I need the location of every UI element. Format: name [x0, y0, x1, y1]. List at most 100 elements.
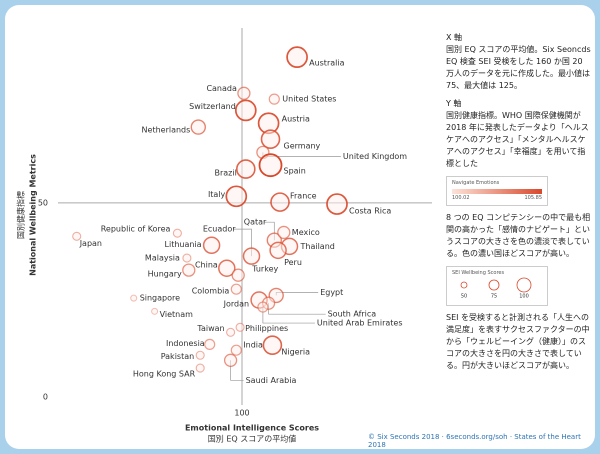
bubble — [130, 294, 138, 302]
heading: Y 軸 — [446, 99, 462, 108]
legend-title: Navigate Emotions — [452, 180, 500, 186]
country-label: Austria — [282, 115, 310, 124]
bubble — [235, 322, 245, 332]
bubble — [226, 327, 236, 337]
bubble — [269, 241, 287, 260]
country-label: Indonesia — [166, 339, 205, 348]
country-label: Malaysia — [145, 254, 180, 263]
legend-label: 100 — [519, 294, 529, 300]
country-label: Philippines — [245, 324, 288, 333]
bubble — [268, 93, 280, 105]
bubble — [202, 236, 221, 255]
bubble — [257, 301, 269, 313]
bubble — [195, 350, 205, 360]
country-label: Lithuania — [165, 240, 202, 249]
bubble — [195, 363, 205, 373]
bubble — [262, 335, 283, 355]
country-label: Costa Rica — [349, 207, 391, 216]
legend-label: 100.02 — [452, 195, 470, 201]
country-label: Saudi Arabia — [246, 376, 297, 385]
heading: X 軸 — [446, 33, 463, 42]
legend-circle — [460, 281, 468, 289]
country-label: France — [290, 192, 317, 201]
leader-line — [230, 360, 244, 381]
country-label: Brazil — [214, 169, 236, 178]
country-label: Switzerland — [189, 102, 236, 111]
size-legend: SEI Wellbeing Scores 50 75 100 — [446, 266, 548, 306]
country-label: Japan — [79, 239, 102, 248]
y-tick-label: 50 — [38, 198, 48, 207]
bubble — [270, 192, 290, 212]
paragraph: 8 つの EQ コンピテンシーの中で最も相関の高かった「感情のナビゲート」という… — [446, 213, 591, 258]
country-label: Thailand — [300, 242, 335, 251]
bubble — [151, 307, 159, 315]
country-label: Jordan — [223, 300, 249, 309]
bubble — [242, 247, 261, 265]
country-label: Pakistan — [161, 352, 195, 361]
country-label: South Africa — [328, 310, 377, 319]
paragraph: 国別健康指標。WHO 国際保健機関が 2018 年に発表したデータより「ヘルスケ… — [446, 111, 589, 168]
legend-title: SEI Wellbeing Scores — [452, 270, 505, 276]
x-tick-label: 100 — [234, 409, 249, 418]
credit: © Six Seconds 2018 · 6seconds.org/soh · … — [368, 433, 581, 449]
bubble — [182, 263, 196, 277]
country-label: Italy — [208, 190, 226, 199]
country-label: India — [243, 341, 263, 350]
country-label: Germany — [284, 142, 321, 151]
bubble — [237, 86, 251, 100]
y-label-ja: 国別健康指標 — [16, 191, 26, 239]
country-label: Nigeria — [281, 348, 310, 357]
bubble — [234, 99, 257, 122]
bubble — [182, 253, 192, 263]
paragraph: SEI を受検すると計測される「人生への満足度」を表すサクセスファクターの中から… — [446, 313, 590, 370]
bubble — [258, 153, 283, 178]
country-label: Netherlands — [142, 126, 191, 135]
bubble — [230, 344, 242, 356]
x-label: Emotional Intelligence Scores — [185, 424, 319, 433]
legend-label: 75 — [491, 294, 497, 300]
gradient — [452, 189, 542, 194]
legend-label: 105.85 — [524, 195, 543, 201]
country-label: Singapore — [140, 294, 180, 303]
card — [5, 5, 595, 449]
legend-circle — [516, 277, 532, 293]
country-label: United Arab Emirates — [317, 319, 403, 328]
country-label: Spain — [284, 167, 306, 176]
country-label: Hungary — [148, 270, 182, 279]
country-label: Ecuador — [203, 225, 236, 234]
country-label: China — [195, 261, 218, 270]
bubble — [204, 338, 216, 350]
y-tick-label: 0 — [43, 393, 48, 402]
bubble — [326, 193, 348, 215]
bubble — [72, 231, 82, 241]
country-label: Peru — [284, 258, 302, 267]
country-label: United States — [282, 95, 336, 104]
paragraph: 国別 EQ スコアの平均値。Six Seoncds EQ 検査 SEI 受検をし… — [446, 45, 591, 90]
y-label: National Wellbeing Metrics — [29, 154, 38, 276]
color-legend: Navigate Emotions 100.02 105.85 — [446, 176, 548, 206]
country-label: Taiwan — [196, 324, 224, 333]
size-circles: 50 75 100 — [460, 277, 532, 300]
bubble — [230, 283, 242, 295]
bubble — [236, 159, 256, 179]
country-label: Hong Kong SAR — [133, 370, 196, 379]
country-label: Colombia — [192, 287, 230, 296]
bubble — [286, 46, 308, 68]
side-panel: X 軸 国別 EQ スコアの平均値。Six Seoncds EQ 検査 SEI … — [446, 32, 592, 378]
bubble — [190, 119, 207, 135]
country-label: Mexico — [292, 228, 320, 237]
bubble — [223, 353, 238, 367]
bubble — [172, 228, 182, 238]
bubble — [260, 129, 281, 149]
country-label: Vietnam — [160, 310, 194, 319]
country-label: Egypt — [320, 288, 343, 297]
country-label: Qatar — [244, 218, 267, 227]
country-label: Canada — [206, 84, 237, 93]
country-label: Turkey — [251, 265, 278, 274]
bubble — [225, 185, 248, 208]
country-label: Australia — [309, 59, 344, 68]
bubble — [277, 225, 291, 240]
leader-line — [268, 303, 326, 315]
